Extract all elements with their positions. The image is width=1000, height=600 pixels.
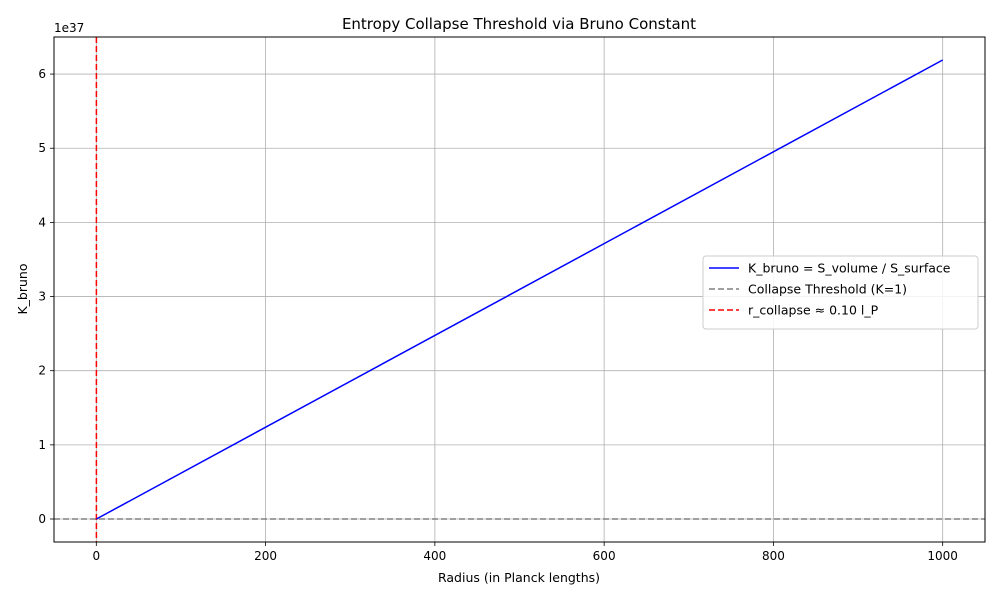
x-tick-label: 1000 [927, 549, 958, 563]
series-line-0 [96, 59, 944, 520]
x-axis: 0 200 400 600 800 1000 [92, 542, 958, 563]
x-tick-label: 600 [593, 549, 616, 563]
legend-box [702, 255, 979, 330]
x-tick-label: 0 [92, 549, 100, 563]
chart-title: Entropy Collapse Threshold via Bruno Con… [342, 15, 696, 33]
plot-frame [53, 36, 986, 543]
x-tick-label: 200 [254, 549, 277, 563]
y-tick-label: 2 [38, 364, 46, 378]
plot-lines [54, 37, 985, 542]
y-tick-label: 6 [38, 67, 46, 81]
y-tick-label: 4 [38, 215, 46, 229]
y-tick-label: 1 [38, 438, 46, 452]
legend-label-1: Collapse Threshold (K=1) [748, 282, 907, 297]
legend-label-0: K_bruno = S_volume / S_surface [748, 261, 951, 276]
y-tick-label: 3 [38, 290, 46, 304]
legend-label-2: r_collapse ≈ 0.10 l_P [748, 303, 879, 318]
y-tick-label: 0 [38, 512, 46, 526]
y-tick-label: 5 [38, 141, 46, 155]
x-tick-label: 800 [762, 549, 785, 563]
y-axis: 0 1 2 3 4 5 6 [38, 67, 54, 526]
x-tick-label: 400 [423, 549, 446, 563]
y-offset-label: 1e37 [54, 21, 84, 35]
legend: K_bruno = S_volume / S_surface Collapse T… [702, 255, 979, 330]
y-axis-label: K_bruno [15, 263, 30, 314]
x-axis-label: Radius (in Planck lengths) [438, 570, 600, 585]
